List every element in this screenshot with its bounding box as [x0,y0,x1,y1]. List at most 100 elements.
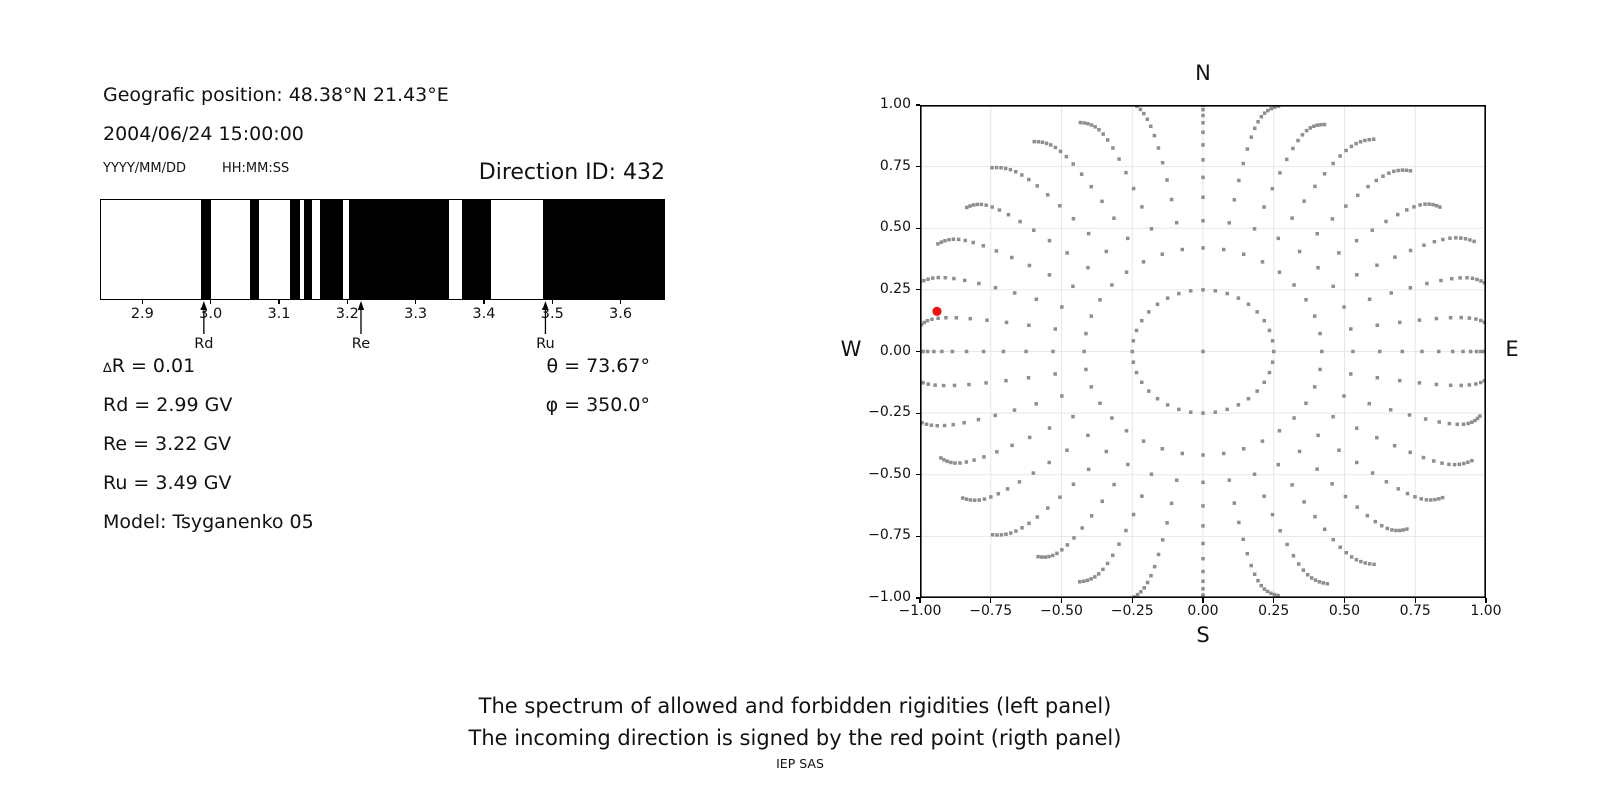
direction-dot [996,491,1001,496]
direction-dot [1381,174,1385,178]
direction-dot [1372,562,1376,567]
direction-dot [1277,429,1282,433]
direction-dot [1459,315,1463,320]
direction-dot [985,318,989,322]
direction-dot [1429,498,1433,502]
direction-dot [1024,349,1028,354]
direction-dot [1278,171,1282,175]
direction-dot [1004,532,1008,536]
spectrum-tick-label: 2.9 [130,306,154,322]
direction-dot [1479,349,1483,354]
direction-dot [1459,383,1463,388]
direction-dot [939,240,944,244]
direction-dot [977,281,981,286]
direction-dot [1060,548,1064,552]
direction-dot [993,413,997,418]
direction-dot [1165,403,1170,407]
delta-value: R = 0.01 [111,355,196,377]
annotation-re: Re = 3.22 GV [103,433,232,455]
direction-dot [1432,459,1436,463]
direction-dot [1040,140,1045,145]
direction-dot [1296,138,1300,143]
direction-dot [1394,528,1398,533]
direction-dot [1452,462,1457,467]
direction-dot [1071,414,1075,419]
x-axis-tick [1060,598,1063,603]
direction-dot [1437,497,1441,501]
direction-dot [1201,219,1205,223]
direction-dot [1385,526,1390,531]
direction-dot [1131,512,1136,517]
direction-dot [1331,414,1335,419]
direction-dot [1304,128,1309,133]
direction-dot [1373,519,1378,524]
x-tick-label: −0.75 [969,603,1013,619]
direction-dot [1027,323,1031,328]
direction-dot [1221,451,1226,456]
direction-dot [1005,487,1010,491]
direction-dot [1417,381,1422,385]
cutoff-label-ru: Ru [536,336,555,352]
direction-dot [1270,512,1275,517]
direction-dot [947,237,951,242]
direction-dot [921,349,925,354]
direction-dot [1050,553,1055,558]
spectrum-axis-tick [346,300,348,304]
direction-dot [967,382,971,387]
direction-dot [1331,161,1335,166]
direction-dot [929,423,934,427]
direction-dot [1126,236,1130,241]
direction-dot [999,166,1003,170]
direction-dot [995,533,999,537]
direction-dot [1084,331,1088,336]
direction-dot [1071,162,1075,166]
direction-dot [1439,278,1443,283]
direction-dot [1117,542,1121,546]
direction-dot [1457,462,1462,467]
direction-dot [942,458,946,462]
y-tick-label: 0.50 [879,219,911,236]
direction-dot [1468,349,1473,354]
direction-dot [1039,555,1044,559]
direction-dot [1321,581,1326,585]
direction-dot [1313,514,1317,519]
direction-dot [1354,557,1359,562]
direction-dot [1437,420,1441,424]
direction-dot [1461,422,1466,427]
direction-dot [1320,349,1324,354]
direction-dot [994,165,999,170]
annotation-model: Model: Tsyganenko 05 [103,511,314,533]
direction-dot [1296,562,1301,566]
direction-dot [1111,553,1115,558]
direction-dot [1354,141,1358,146]
direction-dot [1047,426,1052,430]
direction-dot [1387,171,1391,175]
direction-dot [1367,401,1372,406]
spectrum-tick-label: 3.4 [472,306,496,322]
direction-dot [1398,528,1402,533]
direction-dot [1371,137,1376,141]
direction-dot [1434,316,1439,321]
direction-dot [1138,107,1143,112]
direction-dot [1201,453,1205,457]
direction-dot [1355,460,1359,465]
direction-dot [1027,263,1032,268]
direction-dot [1160,161,1165,165]
direction-dot [1236,296,1241,300]
direction-dot [1262,318,1267,323]
direction-dot [1142,111,1146,116]
y-axis-tick [915,350,920,353]
direction-dot [1149,573,1153,578]
y-tick-label: 0.25 [879,280,911,297]
direction-dot [1272,592,1277,597]
direction-dot [1241,537,1245,542]
caption-line-2: The incoming direction is signed by the … [468,726,1122,750]
direction-dot [1084,367,1088,372]
direction-dot [1388,408,1393,412]
direction-dot [1375,263,1379,268]
y-tick-label: −0.50 [868,465,911,482]
direction-dot [1035,515,1040,519]
direction-dot [1400,349,1405,354]
direction-dot [1098,298,1102,302]
direction-dot [1331,284,1335,289]
